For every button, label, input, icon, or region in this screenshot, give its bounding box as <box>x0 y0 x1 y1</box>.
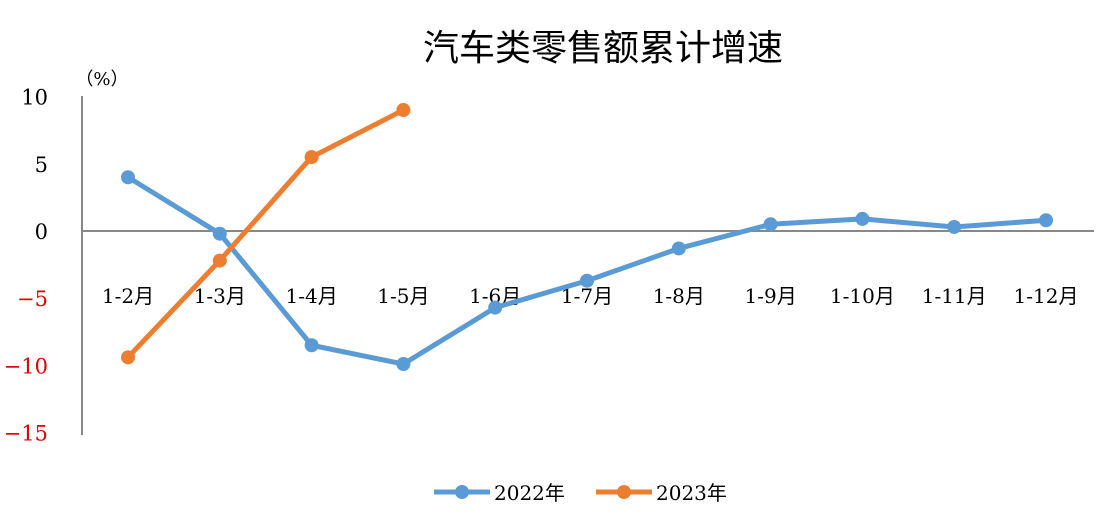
data-point <box>580 273 594 288</box>
data-point <box>396 357 411 372</box>
y-tick-label: −10 <box>4 354 48 378</box>
y-tick-label: −15 <box>4 422 48 446</box>
data-point <box>1039 213 1053 228</box>
y-tick-label: 5 <box>35 153 48 177</box>
x-tick-label: 1-4月 <box>285 284 337 308</box>
x-tick-label: 1-10月 <box>830 284 895 308</box>
legend-label: 2023年 <box>656 481 727 505</box>
data-point <box>947 219 962 234</box>
legend-marker <box>617 485 631 499</box>
x-tick-label: 1-11月 <box>922 284 987 308</box>
y-tick-label: 0 <box>35 220 48 244</box>
y-tick-label: 10 <box>21 86 48 110</box>
x-tick-label: 1-8月 <box>653 284 705 308</box>
data-point <box>212 226 227 241</box>
chart-title: 汽车类零售额累计增速 <box>423 28 783 69</box>
x-tick-label: 1-5月 <box>377 284 429 308</box>
legend-marker <box>455 485 469 499</box>
x-tick-label: 1-12月 <box>1014 284 1079 308</box>
x-tick-label: 1-3月 <box>194 284 246 308</box>
data-point <box>121 170 135 185</box>
x-tick-label: 1-2月 <box>102 284 154 308</box>
data-point <box>212 253 227 268</box>
y-tick-label: −5 <box>17 287 48 311</box>
data-point <box>671 241 686 256</box>
data-point <box>488 300 503 315</box>
series-line-2023年 <box>126 107 405 360</box>
data-point <box>121 350 135 365</box>
y-axis-unit: （%） <box>75 69 128 90</box>
data-point <box>396 103 411 118</box>
legend-label: 2022年 <box>494 481 565 505</box>
data-point <box>304 338 319 353</box>
data-point <box>763 217 778 232</box>
data-point <box>855 211 870 226</box>
data-point <box>304 150 319 165</box>
x-tick-label: 1-9月 <box>744 284 796 308</box>
